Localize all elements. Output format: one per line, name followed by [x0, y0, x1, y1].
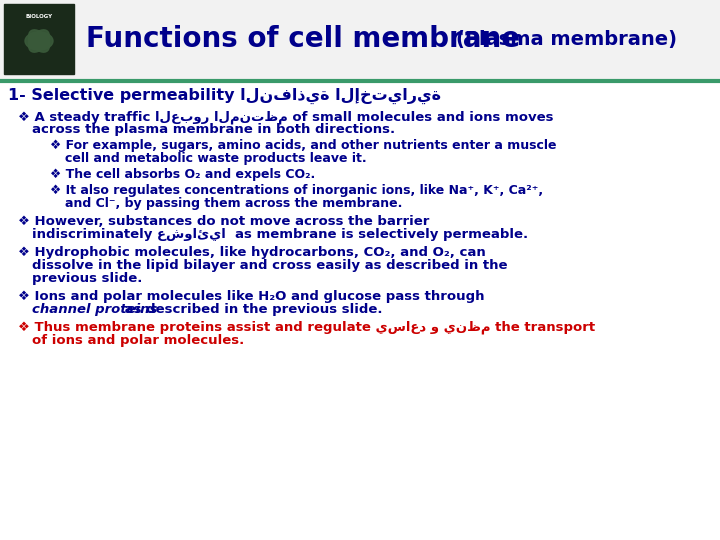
Text: of ions and polar molecules.: of ions and polar molecules.	[32, 334, 244, 347]
Text: ❖ Hydrophobic molecules, like hydrocarbons, CO₂, and O₂, can: ❖ Hydrophobic molecules, like hydrocarbo…	[18, 246, 486, 259]
Text: ❖ However, substances do not move across the barrier: ❖ However, substances do not move across…	[18, 215, 429, 228]
Ellipse shape	[25, 32, 53, 50]
Text: ❖ The cell absorbs O₂ and expels CO₂.: ❖ The cell absorbs O₂ and expels CO₂.	[50, 168, 315, 181]
Text: ❖ Ions and polar molecules like H₂O and glucose pass through: ❖ Ions and polar molecules like H₂O and …	[18, 290, 485, 303]
Text: previous slide.: previous slide.	[32, 272, 143, 285]
Bar	[0, 0, 720, 78]
Text: and Cl⁻, by passing them across the membrane.: and Cl⁻, by passing them across the memb…	[65, 197, 402, 210]
Bar	[4, 4, 74, 74]
Text: channel proteins: channel proteins	[32, 303, 158, 316]
Text: ❖ For example, sugars, amino acids, and other nutrients enter a muscle: ❖ For example, sugars, amino acids, and …	[50, 139, 557, 152]
Text: Functions of cell membrane: Functions of cell membrane	[86, 25, 530, 53]
Text: as described in the previous slide.: as described in the previous slide.	[120, 303, 382, 316]
Text: indiscriminately عشوائيا  as membrane is selectively permeable.: indiscriminately عشوائيا as membrane is …	[32, 228, 528, 241]
Text: ❖ A steady traffic العبور المنتظم of small molecules and ions moves: ❖ A steady traffic العبور المنتظم of sma…	[18, 110, 554, 124]
Text: ❖ It also regulates concentrations of inorganic ions, like Na⁺, K⁺, Ca²⁺,: ❖ It also regulates concentrations of in…	[50, 184, 543, 197]
Text: cell and metabolic waste products leave it.: cell and metabolic waste products leave …	[65, 152, 366, 165]
Ellipse shape	[29, 30, 50, 52]
Ellipse shape	[30, 34, 48, 48]
Text: 1- Selective permeability النفاذية الإختيارية: 1- Selective permeability النفاذية الإخت…	[8, 88, 441, 104]
Text: dissolve in the lipid bilayer and cross easily as described in the: dissolve in the lipid bilayer and cross …	[32, 259, 508, 272]
Ellipse shape	[30, 34, 48, 48]
Text: BIOLOGY: BIOLOGY	[25, 14, 53, 18]
Text: (Plasma membrane): (Plasma membrane)	[456, 30, 677, 49]
Text: ❖ Thus membrane proteins assist and regulate يساعد و ينظم the transport: ❖ Thus membrane proteins assist and regu…	[18, 321, 595, 334]
Text: across the plasma membrane in both directions.: across the plasma membrane in both direc…	[32, 123, 395, 136]
Ellipse shape	[29, 30, 50, 52]
Ellipse shape	[28, 33, 50, 49]
Ellipse shape	[28, 33, 50, 49]
